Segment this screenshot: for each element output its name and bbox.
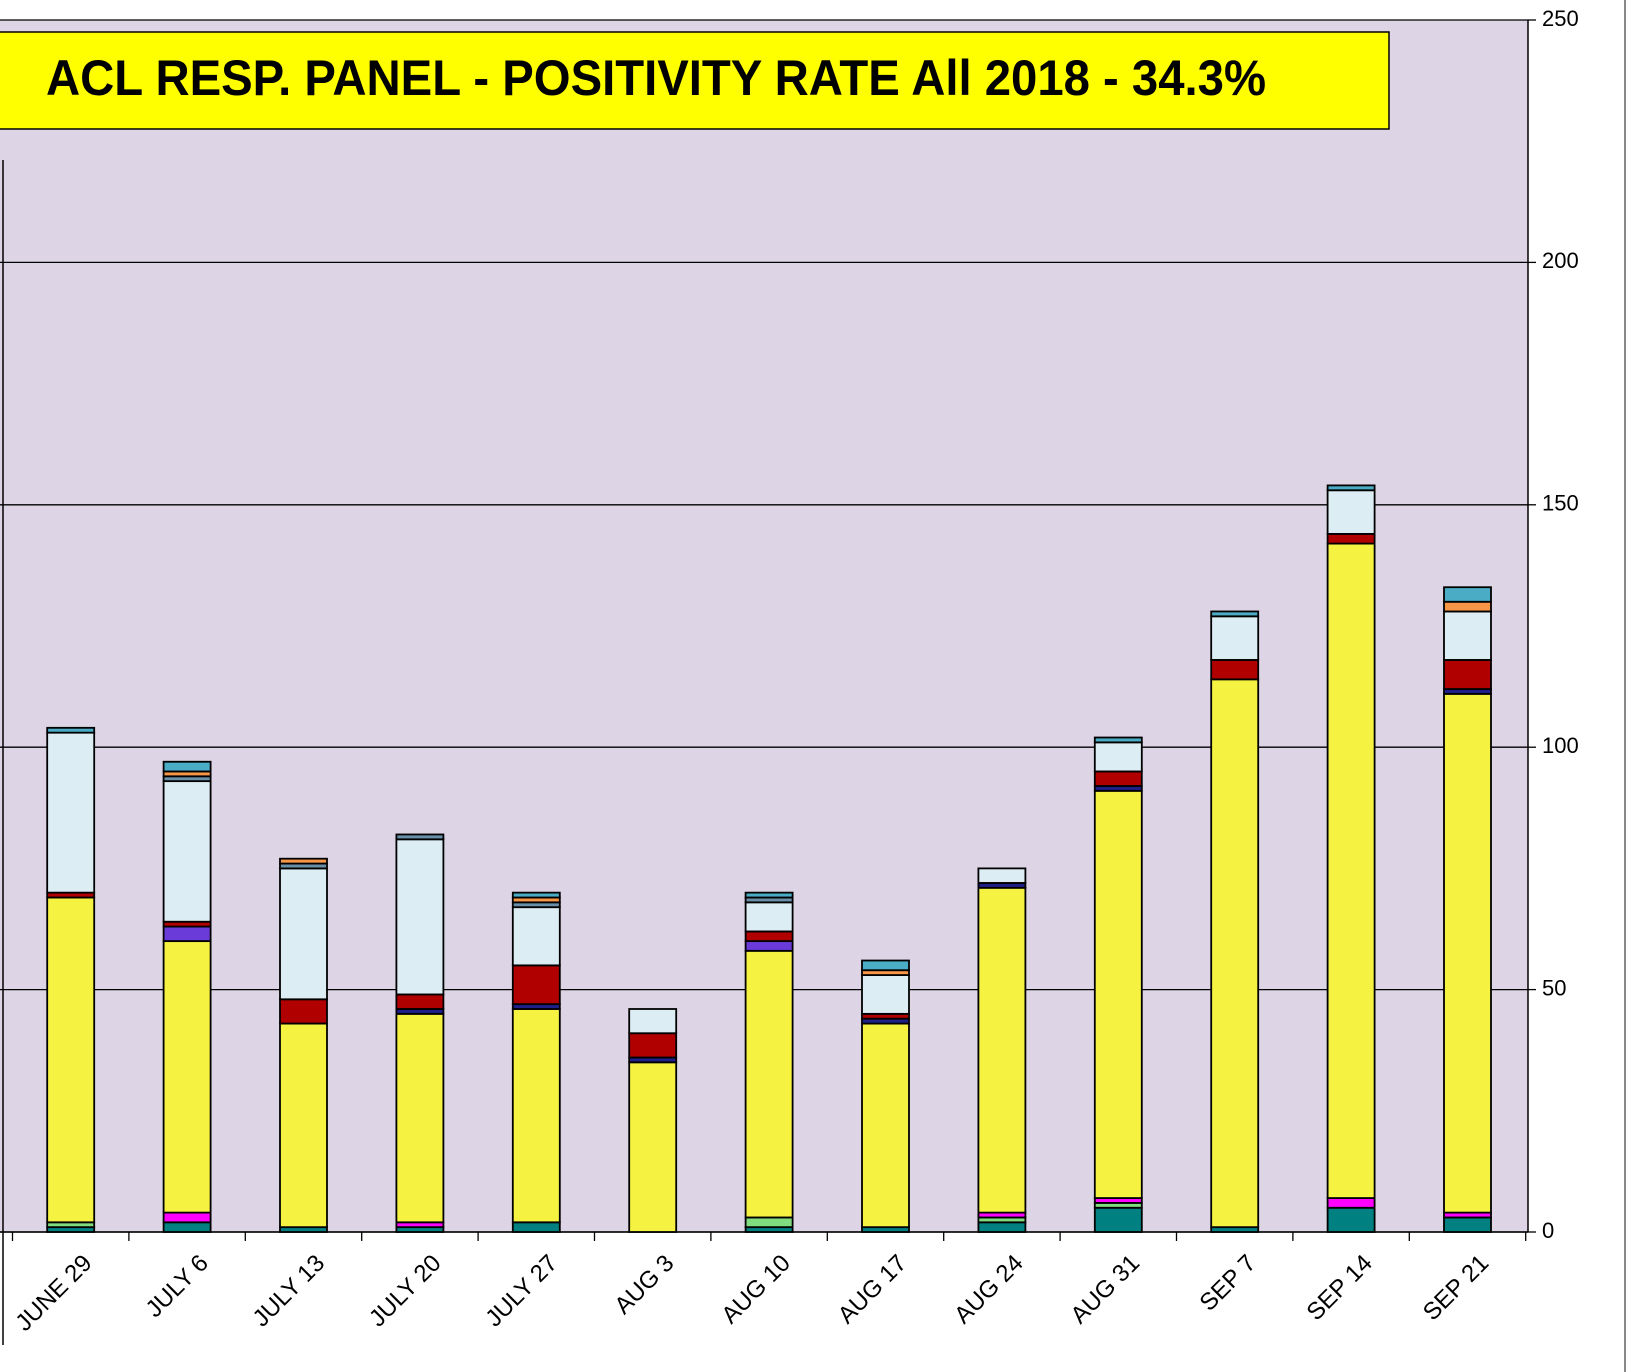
bar-segment: [1326, 532, 1376, 545]
x-tick-label: JULY 13: [248, 1250, 331, 1333]
bar-segment: [1093, 770, 1143, 787]
bar-segment: [1210, 659, 1260, 681]
bar-segment: [395, 993, 445, 1010]
bar-segment: [1443, 600, 1492, 613]
y-tick-label: 0: [1542, 1218, 1554, 1243]
bar-segment: [744, 901, 794, 933]
bar-segment: [977, 886, 1027, 1214]
bar-segment: [1210, 610, 1260, 618]
bar-segment: [46, 726, 96, 734]
x-tick-label: SEP 21: [1418, 1250, 1494, 1326]
bar-segment: [511, 906, 561, 967]
bar-segment: [162, 760, 212, 773]
bar-segment: [628, 1008, 678, 1035]
bar-segment: [162, 780, 212, 923]
x-tick-label: AUG 10: [716, 1250, 795, 1329]
y-tick-label: 150: [1542, 491, 1579, 516]
bar-segment: [628, 1032, 678, 1059]
x-tick-label: AUG 24: [949, 1250, 1028, 1329]
bar-segment: [511, 891, 561, 899]
bar-segment: [46, 896, 96, 1224]
bar-segment: [1326, 1206, 1376, 1233]
bar-segment: [511, 964, 561, 1006]
chart-title: ACL RESP. PANEL - POSITIVITY RATE All 20…: [46, 50, 1266, 106]
bar-segment: [162, 940, 212, 1214]
bar-segment: [1093, 741, 1143, 773]
x-tick-label: SEP 7: [1195, 1250, 1262, 1317]
bar-segment: [1443, 610, 1492, 661]
y-tick-label: 250: [1542, 6, 1579, 31]
bar-segment: [1093, 1206, 1143, 1233]
bar-segment: [861, 1022, 910, 1229]
bar-segment: [162, 925, 212, 943]
bar-segment: [279, 998, 328, 1025]
title-box: [0, 31, 1390, 130]
bar-segment: [744, 930, 794, 943]
bar-segment: [1210, 615, 1260, 661]
bar-segment: [1326, 484, 1376, 492]
bar-segment: [279, 857, 328, 865]
x-tick-label: AUG 3: [609, 1250, 679, 1320]
bar-segment: [744, 891, 794, 899]
bar-segment: [1443, 692, 1492, 1214]
bar-segment: [1093, 736, 1143, 744]
bar-segment: [46, 731, 96, 894]
bar-segment: [744, 1216, 794, 1229]
bar-segment: [1093, 789, 1143, 1199]
x-tick-label: AUG 31: [1066, 1250, 1145, 1329]
bar-segment: [1443, 659, 1492, 690]
bar-segment: [744, 940, 794, 952]
x-tick-label: JUNE 29: [10, 1250, 97, 1337]
bar-segment: [977, 1221, 1027, 1233]
bar-segment: [977, 867, 1027, 884]
x-tick-label: JULY 20: [364, 1250, 447, 1333]
bar-segment: [861, 959, 910, 972]
y-tick-label: 50: [1542, 975, 1566, 1000]
bar-segment: [395, 838, 445, 996]
x-tick-label: JULY 6: [141, 1250, 214, 1323]
bar-segment: [861, 974, 910, 1015]
x-tick-label: AUG 17: [833, 1250, 912, 1329]
bar-segment: [628, 1061, 678, 1233]
x-tick-label: JULY 27: [480, 1250, 563, 1333]
bar-segment: [279, 867, 328, 1001]
bar-segment: [511, 1221, 561, 1233]
bar-segment: [162, 1221, 212, 1233]
bar-segment: [395, 833, 445, 841]
bar-segment: [1326, 1197, 1376, 1209]
bar-segment: [395, 1012, 445, 1224]
bar-segment: [1326, 542, 1376, 1199]
bar-segment: [1443, 1216, 1492, 1233]
y-tick-label: 100: [1542, 733, 1579, 758]
x-tick-label: SEP 14: [1301, 1250, 1377, 1326]
bar-segment: [511, 1008, 561, 1224]
bar-segment: [279, 1022, 328, 1229]
y-tick-label: 200: [1542, 248, 1579, 273]
bar-segment: [1326, 489, 1376, 535]
bar-segment: [162, 1211, 212, 1224]
bar-segment: [1210, 678, 1260, 1229]
bar-segment: [744, 949, 794, 1219]
bar-segment: [1443, 586, 1492, 603]
